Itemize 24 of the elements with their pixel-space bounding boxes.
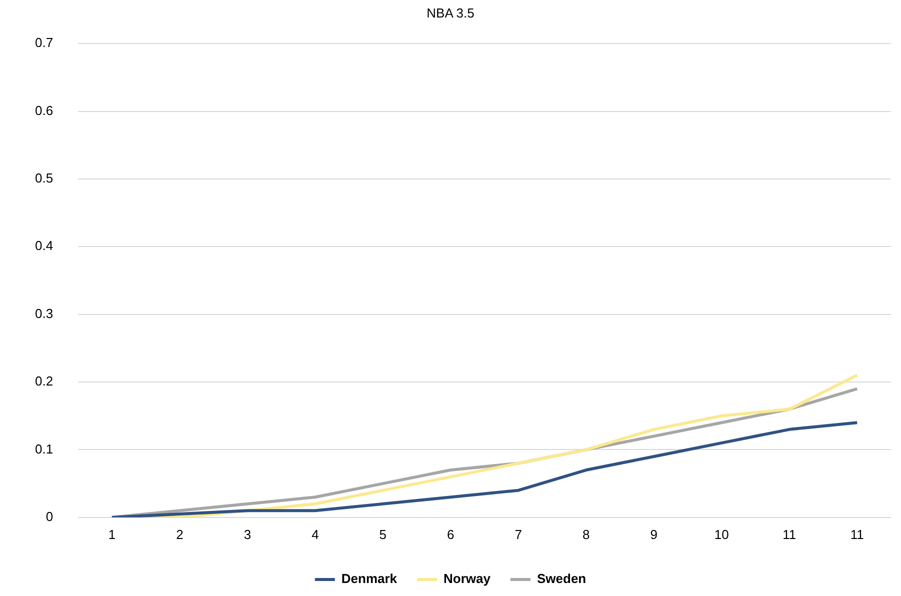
y-tick-label: 0.6 xyxy=(34,102,54,118)
x-tick-label: 11 xyxy=(850,526,864,542)
x-tick-label: 3 xyxy=(244,526,252,542)
x-tick-label: 6 xyxy=(447,526,454,542)
x-tick-label: 8 xyxy=(582,526,590,542)
x-tick-label: 4 xyxy=(312,526,319,542)
x-tick-label: 1 xyxy=(108,526,116,542)
y-tick-label: 0.7 xyxy=(34,35,54,50)
y-tick-label: 0.2 xyxy=(34,374,54,389)
x-tick-label: 11 xyxy=(782,526,796,542)
y-tick-label: 0 xyxy=(46,508,54,524)
x-tick-label: 7 xyxy=(514,526,522,542)
y-tick-label: 0.1 xyxy=(34,441,54,456)
y-tick-label: 0.4 xyxy=(34,238,54,254)
x-tick-label: 9 xyxy=(650,526,658,542)
legend-label: Sweden xyxy=(536,571,586,586)
legend-label: Denmark xyxy=(341,571,398,586)
x-tick-label: 10 xyxy=(714,526,729,542)
y-tick-label: 0.3 xyxy=(34,306,54,321)
chart-title: NBA 3.5 xyxy=(426,5,474,20)
y-tick-label: 0.5 xyxy=(34,170,54,186)
legend-label: Norway xyxy=(444,571,492,586)
x-tick-label: 2 xyxy=(176,526,184,542)
x-tick-label: 5 xyxy=(379,526,387,542)
